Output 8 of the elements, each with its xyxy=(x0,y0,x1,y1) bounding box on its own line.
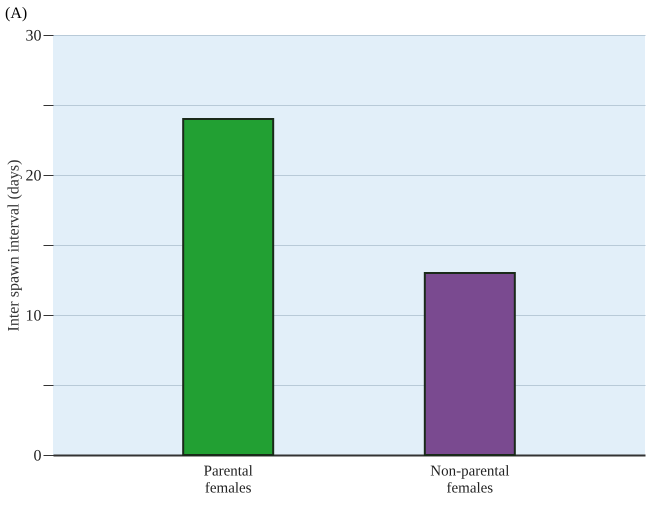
y-tick-label: 0 xyxy=(34,448,42,464)
y-tick-label: 30 xyxy=(26,28,42,44)
y-axis-title: Inter spawn interval (days) xyxy=(6,160,22,332)
x-tick-label: Parental females xyxy=(204,464,253,496)
y-tick-label: 10 xyxy=(26,308,42,324)
chart-title: (A) xyxy=(5,5,28,22)
x-tick-label: Non-parental females xyxy=(430,464,510,496)
y-tick-label: 20 xyxy=(26,168,42,184)
